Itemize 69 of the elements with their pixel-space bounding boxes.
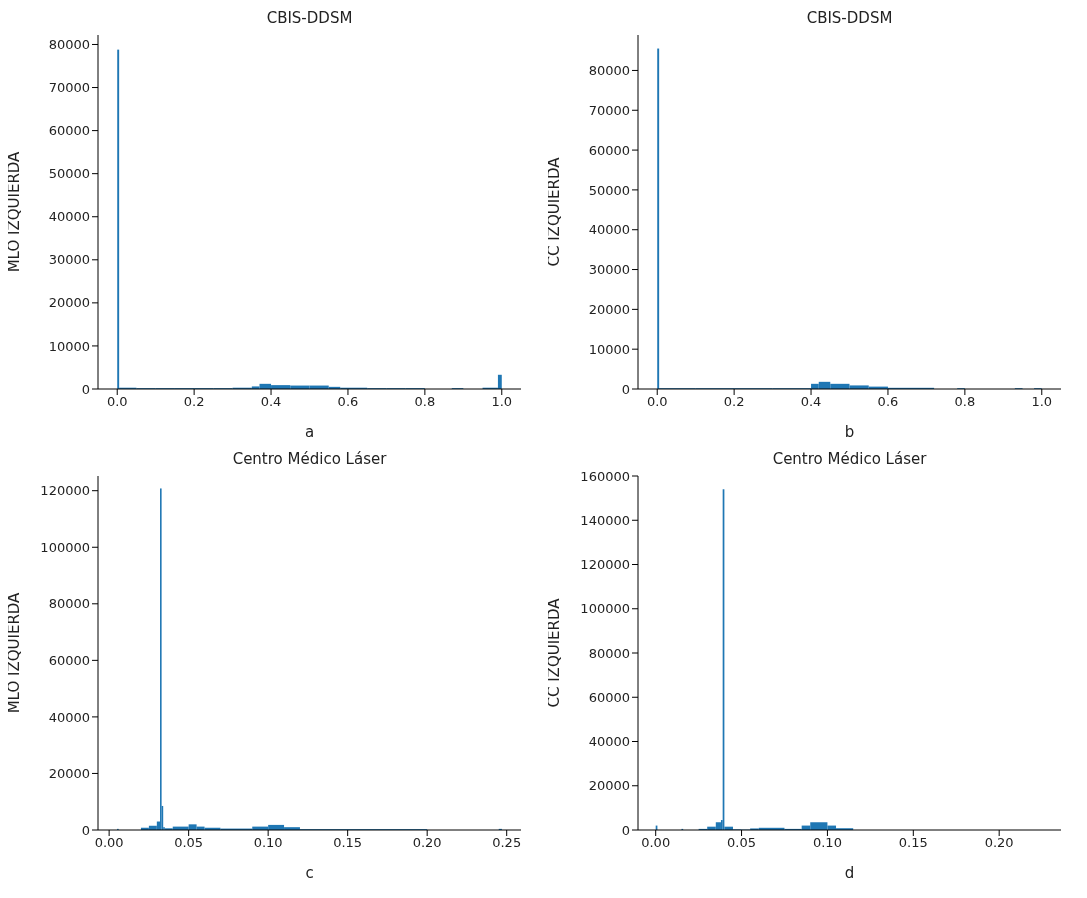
x-tick-label: 1.0 [1031, 394, 1053, 410]
x-tick-label: 0.00 [641, 835, 671, 851]
y-tick-label: 30000 [588, 262, 630, 278]
y-tick-label: 40000 [588, 222, 630, 238]
x-tick-label: 0.4 [800, 394, 822, 410]
y-tick-label: 60000 [48, 652, 90, 668]
x-tick-label: 0.8 [414, 394, 436, 410]
y-tick-label: 0 [81, 381, 90, 397]
chart-title: CBIS-DDSM [265, 8, 354, 29]
y-tick-label: 60000 [588, 142, 630, 158]
x-tick-label: 0.00 [94, 835, 124, 851]
y-tick-label: 120000 [40, 483, 90, 499]
y-tick-label: 40000 [588, 734, 630, 750]
x-axis-title: a [304, 423, 315, 441]
x-tick-label: 0.8 [954, 394, 976, 410]
x-tick-label: 0.15 [898, 835, 928, 851]
x-tick-label: 0.15 [333, 835, 363, 851]
y-tick-label: 10000 [48, 338, 90, 354]
x-tick-label: 0.0 [646, 394, 668, 410]
x-tick-label: 0.2 [723, 394, 745, 410]
y-tick-label: 80000 [588, 645, 630, 661]
y-tick-label: 120000 [580, 557, 630, 573]
y-tick-label: 100000 [40, 539, 90, 555]
chart-title: Centro Médico Láser [231, 449, 388, 470]
y-tick-label: 50000 [588, 182, 630, 198]
y-tick-label: 140000 [580, 512, 630, 528]
chart-title: CBIS-DDSM [805, 8, 894, 29]
y-axis-title: MLO IZQUIERDA [5, 591, 24, 714]
y-tick-label: 70000 [48, 80, 90, 96]
y-tick-label: 50000 [48, 166, 90, 182]
y-tick-label: 20000 [588, 778, 630, 794]
x-tick-label: 0.6 [877, 394, 899, 410]
chart-title: Centro Médico Láser [771, 449, 928, 470]
x-tick-label: 0.25 [492, 835, 522, 851]
x-tick-label: 0.05 [174, 835, 204, 851]
y-tick-label: 70000 [588, 102, 630, 118]
y-tick-label: 0 [621, 822, 630, 838]
y-tick-label: 60000 [588, 689, 630, 705]
y-tick-label: 20000 [48, 295, 90, 311]
x-axis-title: c [305, 864, 314, 882]
y-tick-label: 160000 [580, 468, 630, 484]
y-tick-label: 40000 [48, 209, 90, 225]
x-tick-label: 0.10 [253, 835, 283, 851]
y-tick-label: 60000 [48, 123, 90, 139]
y-axis-title: MLO IZQUIERDA [5, 150, 24, 273]
y-tick-label: 100000 [580, 601, 630, 617]
y-tick-label: 10000 [588, 341, 630, 357]
x-tick-label: 0.0 [106, 394, 128, 410]
y-tick-label: 0 [81, 822, 90, 838]
x-tick-label: 0.6 [337, 394, 359, 410]
y-tick-label: 40000 [48, 709, 90, 725]
y-tick-label: 80000 [588, 63, 630, 79]
x-tick-label: 0.20 [412, 835, 442, 851]
y-tick-label: 30000 [48, 252, 90, 268]
y-tick-label: 20000 [588, 301, 630, 317]
y-tick-label: 80000 [48, 37, 90, 53]
y-axis-title: CC IZQUIERDA [545, 156, 564, 267]
x-tick-label: 0.05 [727, 835, 757, 851]
y-tick-label: 20000 [48, 766, 90, 782]
x-tick-label: 0.4 [260, 394, 282, 410]
y-axis-title: CC IZQUIERDA [545, 597, 564, 708]
y-tick-label: 80000 [48, 596, 90, 612]
x-axis-title: b [844, 423, 855, 441]
x-tick-label: 0.10 [812, 835, 842, 851]
x-axis-title: d [844, 864, 855, 882]
y-tick-label: 0 [621, 381, 630, 397]
x-tick-label: 1.0 [491, 394, 513, 410]
x-tick-label: 0.2 [183, 394, 205, 410]
x-tick-label: 0.20 [984, 835, 1014, 851]
